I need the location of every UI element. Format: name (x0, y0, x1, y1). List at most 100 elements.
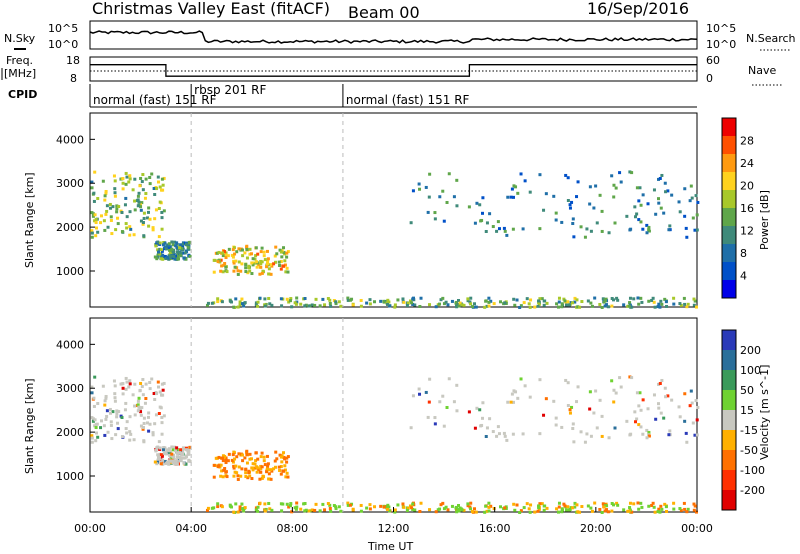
power-echo-cell (540, 297, 544, 301)
power-echo-cell (245, 256, 249, 260)
power-echo-cell (158, 247, 162, 251)
power-echo-cell (94, 221, 98, 225)
velocity-echo-cell (113, 384, 117, 388)
velocity-echo-cell (105, 409, 109, 413)
power-echo-cell (630, 171, 634, 175)
power-echo-cell (248, 269, 252, 273)
velocity-echo-cell (428, 508, 432, 512)
power-echo-cell (614, 186, 618, 190)
colorbar-segment (722, 410, 736, 431)
velocity-echo-cell (248, 457, 252, 461)
power-echo-cell (606, 305, 610, 309)
power-echo-cell (557, 296, 561, 300)
power-echo-cell (639, 296, 643, 300)
power-echo-cell (275, 252, 279, 256)
power-echo-cell (512, 184, 516, 188)
power-echo-cell (571, 217, 575, 221)
power-echo-cell (168, 245, 172, 249)
velocity-echo-cell (165, 460, 169, 464)
power-echo-cell (251, 263, 255, 267)
velocity-echo-cell (273, 465, 277, 469)
power-echo-cell (111, 205, 115, 209)
velocity-echo-cell (240, 507, 244, 511)
power-echo-cell (672, 302, 676, 306)
velocity-echo-cell (359, 503, 363, 507)
velocity-echo-cell (495, 434, 499, 438)
power-echo-cell (657, 177, 661, 181)
power-echo-cell (346, 296, 350, 300)
velocity-echo-cell (523, 384, 527, 388)
power-echo-cell (157, 250, 161, 254)
velocity-echo-cell (175, 448, 179, 452)
velocity-echo-cell (259, 455, 263, 459)
power-echo-cell (282, 246, 286, 250)
velocity-echo-cell (139, 424, 143, 428)
power-echo-cell (427, 195, 431, 199)
power-echo-cell (157, 235, 161, 239)
velocity-echo-cell (216, 505, 220, 509)
velocity-echo-cell (137, 396, 141, 400)
velocity-echo-cell (161, 393, 165, 397)
velocity-echo-cell (396, 503, 400, 507)
velocity-echo-cell (299, 507, 303, 511)
colorbar-tick-label: 8 (740, 247, 747, 260)
velocity-echo-cell (240, 502, 244, 506)
power-echo-cell (334, 302, 338, 306)
velocity-echo-cell (695, 418, 699, 422)
power-echo-cell (258, 272, 262, 276)
power-echo-cell (141, 222, 145, 226)
noise-sky-line (89, 30, 698, 44)
velocity-echo-cell (250, 477, 254, 481)
velocity-echo-cell (162, 461, 166, 465)
velocity-echo-cell (575, 503, 579, 507)
power-echo-cell (144, 177, 148, 181)
power-echo-cell (174, 254, 178, 258)
power-echo-cell (235, 250, 239, 254)
velocity-echo-cell (223, 455, 227, 459)
power-echo-cell (690, 196, 694, 200)
velocity-echo-cell (444, 505, 448, 509)
velocity-echo-cell (307, 509, 311, 513)
velocity-echo-cell (434, 510, 438, 514)
velocity-echo-cell (387, 509, 391, 513)
power-echo-cell (141, 173, 145, 177)
velocity-echo-cell (158, 452, 162, 456)
power-echo-cell (93, 219, 97, 223)
power-echo-cell (217, 250, 221, 254)
noise-right-tick-top: 10^5 (706, 22, 736, 35)
power-echo-cell (159, 248, 163, 252)
velocity-echo-cell (303, 509, 307, 513)
velocity-echo-cell (685, 440, 689, 444)
power-echo-cell (156, 240, 160, 244)
velocity-echo-cell (518, 510, 522, 514)
power-echo-cell (116, 216, 120, 220)
chart-title: Christmas Valley East (fitACF) (92, 0, 330, 18)
power-echo-cell (244, 266, 248, 270)
power-echo-cell (573, 300, 577, 304)
velocity-echo-cell (90, 434, 94, 438)
velocity-echo-cell (140, 406, 144, 410)
velocity-echo-cell (212, 463, 216, 467)
power-echo-cell (521, 227, 525, 231)
velocity-echo-cell (537, 504, 541, 508)
power-echo-cell (283, 259, 287, 263)
power-echo-cell (277, 260, 281, 264)
power-echo-cell (128, 177, 132, 181)
velocity-echo-cell (567, 508, 571, 512)
velocity-echo-cell (285, 502, 289, 506)
velocity-echo-cell (267, 477, 271, 481)
velocity-echo-cell (114, 433, 118, 437)
velocity-echo-cell (156, 445, 160, 449)
velocity-echo-cell (168, 450, 172, 454)
power-echo-cell (139, 176, 143, 180)
power-echo-cell (386, 298, 390, 302)
velocity-echo-cell (147, 411, 151, 415)
power-echo-cell (607, 231, 611, 235)
power-echo-cell (506, 195, 510, 199)
power-echo-cell (528, 305, 532, 309)
power-echo-cell (221, 251, 225, 255)
velocity-echo-cell (244, 475, 248, 479)
velocity-echo-cell (94, 439, 98, 443)
colorbar-segment (722, 118, 736, 137)
